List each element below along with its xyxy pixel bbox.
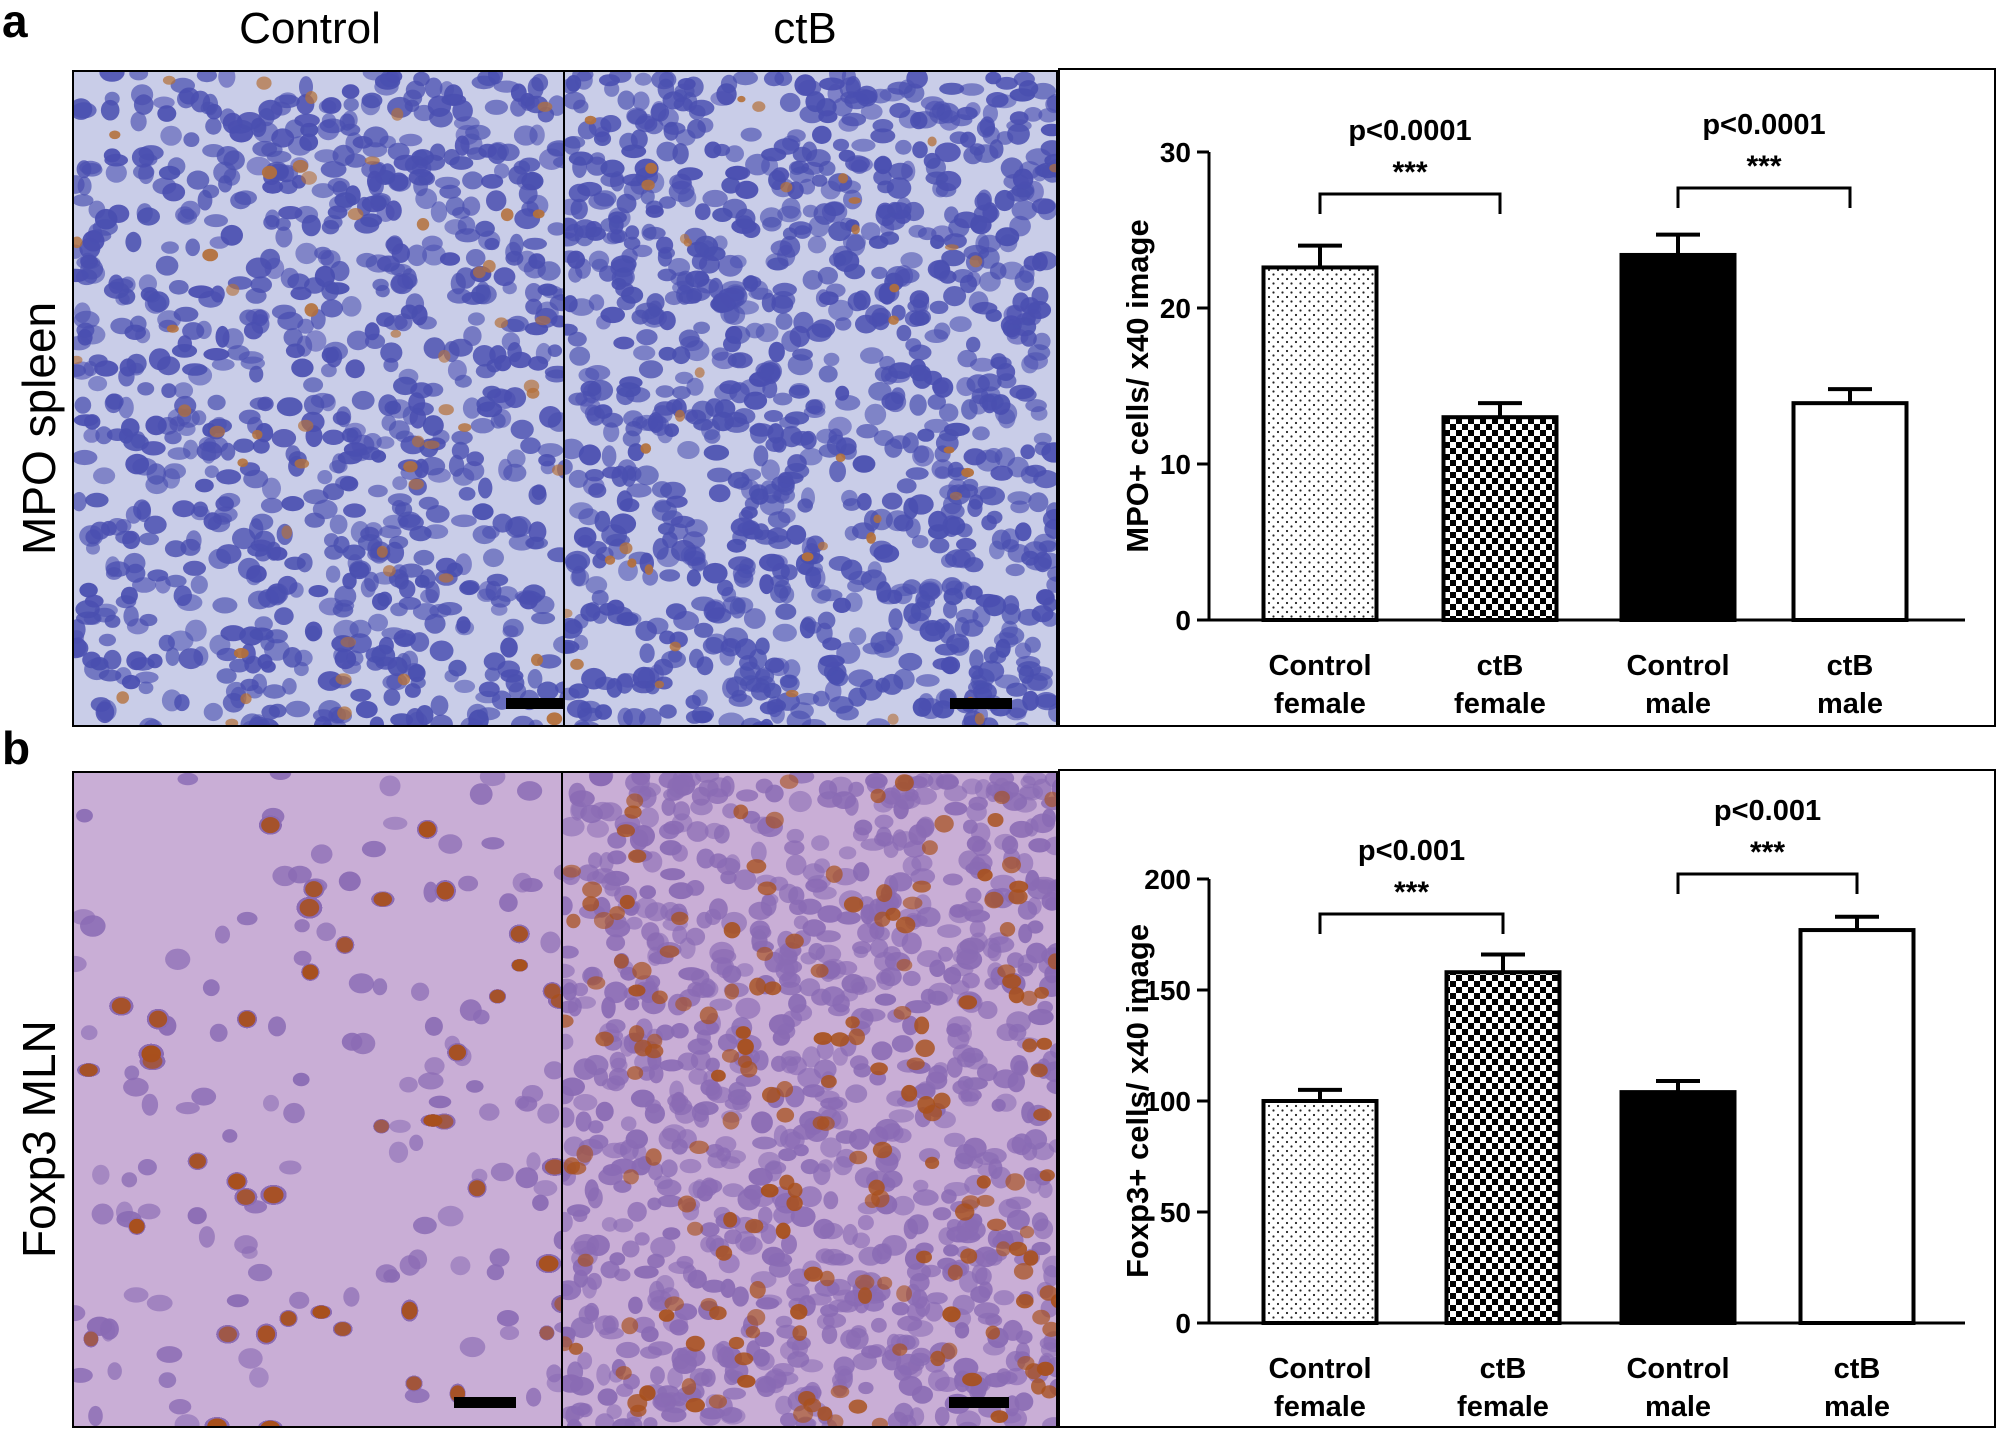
bar-ctb-female [1444,970,1562,1326]
stained-cells [79,817,563,1426]
row-label-mpo-spleen: MPO spleen [13,301,65,555]
x-tick-label: Control [1268,1353,1371,1385]
y-tick-label: 0 [1175,605,1191,636]
y-axis-label: MPO+ cells/ x40 image [1120,219,1155,552]
cell-nuclei [563,773,1056,1426]
scale-bar [454,1397,516,1408]
x-tick-label: female [1454,688,1546,720]
significance-bracket [1318,192,1502,214]
y-tick-label: 150 [1144,975,1191,1006]
mpo-bar-chart: MPO+ cells/ x40 image 0 10 20 30 Control femal… [1120,109,1965,720]
error-bar [1656,232,1700,255]
significance-bracket [1676,872,1859,894]
column-heading-ctb: ctB [773,4,837,53]
p-value-label: p<0.001 [1714,795,1821,827]
foxp3-bar-chart: Foxp3+ cells/ x40 image 0 50 100 150 200 Contr… [1120,795,1965,1423]
x-tick-label: female [1274,1391,1366,1423]
y-tick-label: 100 [1144,1086,1191,1117]
error-bar [1828,387,1872,404]
y-tick-label: 10 [1160,449,1191,480]
bar-ctb-male [1798,928,1916,1325]
stained-cells [563,774,1056,1426]
bar-control-male [1619,1090,1737,1325]
y-tick-label: 30 [1160,137,1191,168]
cell-nuclei [565,72,1056,725]
significance-stars: *** [1392,156,1427,189]
y-tick-label: 50 [1160,1197,1191,1228]
y-axis-label: Foxp3+ cells/ x40 image [1120,924,1155,1278]
x-tick-label: ctB [1827,650,1874,682]
bar-control-female [1261,1099,1379,1325]
bar-ctb-female [1441,415,1559,623]
x-tick-label: female [1274,688,1366,720]
error-bar [1478,401,1522,418]
chart-foxp3: Foxp3+ cells/ x40 image 0 50 100 150 200 Contr… [1058,769,1996,1428]
panel-letter-b: b [2,722,31,774]
p-value-label: p<0.0001 [1702,109,1825,141]
scale-bar [506,698,563,709]
bar-control-male [1619,252,1737,623]
scale-bar [949,1397,1009,1408]
x-tick-label: Control [1626,1353,1729,1385]
panel-letter-a: a [2,0,28,47]
cell-nuclei [74,72,563,725]
y-tick-label: 20 [1160,293,1191,324]
micrograph-foxp3-ctb [561,771,1058,1428]
x-tick-label: male [1645,688,1711,720]
x-tick-label: Control [1268,650,1371,682]
significance-stars: *** [1394,876,1429,909]
y-tick-label: 0 [1175,1308,1191,1339]
micrograph-mpo-control [72,70,565,727]
error-bar [1481,952,1525,973]
p-value-label: p<0.001 [1358,835,1465,867]
significance-bracket [1676,186,1852,208]
x-tick-label: male [1817,688,1883,720]
scale-bar [950,698,1012,709]
stained-cells [74,75,563,725]
x-tick-label: ctB [1480,1353,1527,1385]
x-tick-label: male [1824,1391,1890,1423]
significance-stars: *** [1746,150,1781,183]
micrograph-foxp3-control [72,771,565,1428]
error-bar [1298,243,1342,268]
p-value-label: p<0.0001 [1348,115,1471,147]
x-tick-label: male [1645,1391,1711,1423]
column-heading-control: Control [239,4,381,53]
error-bar [1835,914,1879,931]
error-bar [1298,1087,1342,1101]
significance-stars: *** [1750,836,1785,869]
x-tick-label: female [1457,1391,1549,1423]
significance-bracket [1318,912,1505,934]
bar-ctb-male [1791,401,1909,622]
x-tick-label: Control [1626,650,1729,682]
chart-mpo: MPO+ cells/ x40 image 0 10 20 30 Control femal… [1058,68,1996,727]
bar-control-female [1261,265,1379,622]
error-bar [1656,1079,1700,1093]
x-tick-label: ctB [1834,1353,1881,1385]
micrograph-mpo-ctb [563,70,1058,727]
y-tick-label: 200 [1144,864,1191,895]
row-label-foxp3-mln: Foxp3 MLN [13,1020,65,1258]
stained-cells [565,95,1056,725]
x-tick-label: ctB [1477,650,1524,682]
